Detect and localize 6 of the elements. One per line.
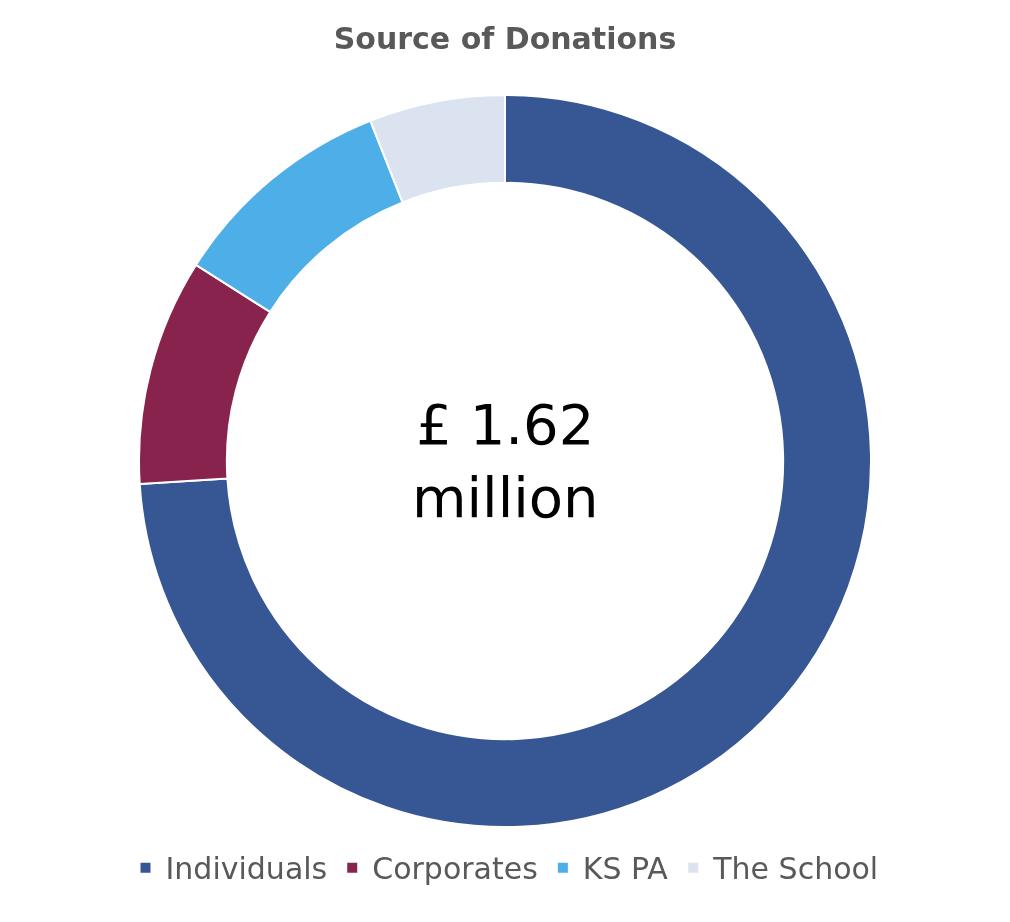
legend-label: Individuals: [165, 851, 328, 887]
legend-label: The School: [712, 851, 879, 887]
legend-label: Corporates: [372, 851, 538, 887]
text: £ 1.62 million: [412, 392, 599, 530]
legend-label: KS PA: [582, 851, 669, 887]
chart-title: Source of Donations: [333, 20, 677, 56]
